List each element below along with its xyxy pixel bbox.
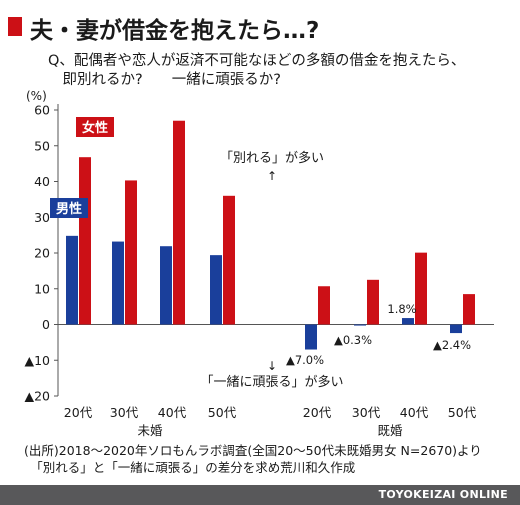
x-tick-label: 20代	[64, 405, 93, 420]
x-tick-label: 50代	[208, 405, 237, 420]
y-tick-label: 0	[42, 317, 50, 332]
bar-male	[450, 324, 462, 334]
source-note: (出所)2018〜2020年ソロもんラボ調査(全国20〜50代未既婚男女 N=2…	[24, 443, 482, 475]
y-tick-label: 50	[34, 138, 50, 153]
chart-title: 夫・妻が借金を抱えたら…?	[30, 18, 320, 44]
footer-bar: TOYOKEIZAI ONLINE	[0, 485, 520, 505]
data-label: ▲0.3%	[334, 333, 372, 347]
survey-question: Q、配偶者や恋人が返済不可能なほどの多額の借金を抱えたら、 即別れるか? 一緒に…	[48, 53, 466, 88]
title-marker-square	[8, 17, 22, 36]
y-axis-unit-label: (%)	[26, 89, 47, 103]
data-label: ▲7.0%	[286, 353, 324, 367]
series-badge-male	[50, 198, 88, 218]
y-tick-label: 40	[34, 174, 50, 189]
y-tick-label: 20	[34, 246, 50, 261]
x-tick-label: 30代	[352, 405, 381, 420]
y-tick-label: ▲20	[24, 389, 50, 404]
bar-male	[66, 235, 78, 325]
bar-chart: (%)60 50 40 30 20 10 0 ▲10 ▲20 ▲7.0% ▲0.3% 1.8% ▲2.4…	[24, 89, 494, 438]
bar-male	[305, 324, 317, 350]
bar-female	[223, 195, 235, 325]
data-label: 1.8%	[387, 302, 416, 316]
bar-female	[173, 120, 185, 325]
series-badge-label: 男性	[56, 201, 82, 217]
title-block: 夫・妻が借金を抱えたら…?	[0, 0, 520, 52]
bar-male	[112, 241, 124, 325]
bar-male	[160, 246, 172, 325]
arrow-up-icon: ↑	[267, 169, 277, 183]
bar-female	[463, 294, 475, 325]
x-tick-label: 40代	[158, 405, 187, 420]
y-tick-label: ▲10	[24, 353, 50, 368]
series-badge-female	[76, 117, 114, 137]
series-badge-label: 女性	[82, 120, 108, 136]
bar-female	[79, 157, 91, 325]
bar-female	[367, 279, 379, 325]
bar-male	[402, 318, 414, 325]
x-tick-label: 20代	[303, 405, 332, 420]
x-tick-label: 50代	[448, 405, 477, 420]
y-tick-label: 30	[34, 210, 50, 225]
group-label: 未婚	[137, 423, 163, 438]
bar-female	[318, 286, 330, 325]
bar-female	[415, 252, 427, 325]
y-tick-label: 60	[34, 103, 50, 118]
bar-male	[354, 324, 366, 326]
bar-female	[125, 180, 137, 325]
bar-male	[210, 255, 222, 325]
x-tick-label: 40代	[400, 405, 429, 420]
data-label: ▲2.4%	[433, 338, 471, 352]
annotation-up: 「別れる」が多い	[220, 150, 324, 166]
group-label: 既婚	[377, 423, 403, 438]
annotation-down: 「一緒に頑張る」が多い	[200, 374, 343, 390]
y-tick-label: 10	[34, 281, 50, 296]
arrow-down-icon: ↓	[267, 359, 277, 373]
x-tick-label: 30代	[110, 405, 139, 420]
footer-brand: TOYOKEIZAI ONLINE	[378, 488, 508, 501]
